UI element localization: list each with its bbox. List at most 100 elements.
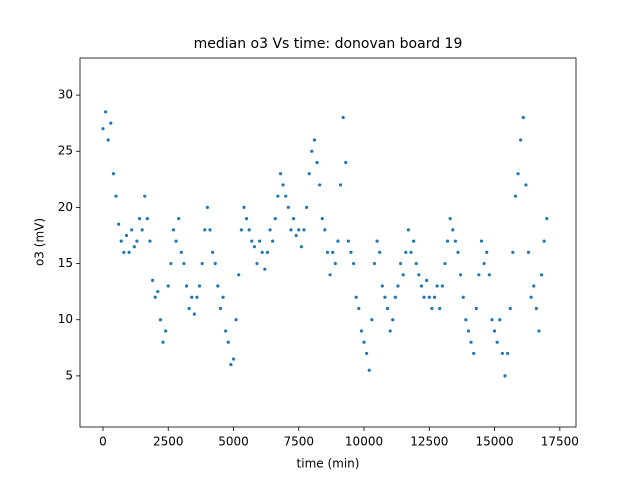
point — [101, 127, 105, 131]
point — [224, 329, 228, 333]
point — [190, 295, 194, 299]
point — [383, 295, 387, 299]
point — [260, 250, 264, 254]
point — [169, 261, 173, 266]
point — [164, 329, 168, 333]
point — [396, 284, 400, 288]
y-tick-label: 25 — [58, 144, 73, 158]
x-tick-label: 10000 — [345, 435, 383, 449]
x-tick-label: 12500 — [410, 435, 448, 449]
point — [114, 194, 118, 198]
point — [156, 290, 160, 294]
point — [127, 250, 131, 254]
point — [529, 295, 533, 299]
point — [109, 121, 113, 125]
point — [297, 228, 301, 232]
x-tick-label: 17500 — [541, 435, 579, 449]
point — [171, 228, 176, 232]
point — [130, 228, 134, 232]
point — [328, 273, 332, 277]
point — [312, 138, 317, 142]
point — [435, 284, 439, 288]
point — [119, 239, 123, 243]
point — [472, 351, 476, 356]
point — [331, 250, 335, 254]
point — [122, 250, 126, 254]
y-tick-label: 20 — [58, 200, 73, 214]
chart-title: median o3 Vs time: donovan board 19 — [194, 36, 463, 52]
y-tick-label: 15 — [58, 256, 73, 270]
x-axis-label: time (min) — [297, 457, 360, 471]
point — [195, 295, 199, 299]
point — [513, 194, 518, 198]
point — [140, 228, 144, 232]
point — [325, 250, 330, 254]
point — [208, 228, 212, 232]
point — [182, 261, 186, 266]
point — [406, 228, 411, 232]
point — [294, 233, 298, 238]
point — [430, 306, 434, 311]
point — [179, 250, 183, 254]
point — [106, 138, 110, 142]
point — [341, 115, 345, 120]
point — [524, 183, 528, 187]
point — [372, 261, 377, 266]
point — [302, 228, 306, 232]
point — [211, 250, 215, 254]
point — [432, 295, 437, 299]
point — [469, 340, 473, 344]
point — [477, 273, 481, 277]
point — [482, 261, 486, 266]
point — [276, 194, 280, 198]
point — [145, 217, 149, 221]
point — [226, 340, 230, 344]
point — [273, 217, 277, 221]
point — [218, 306, 223, 311]
x-tick-label: 15000 — [475, 435, 513, 449]
point — [391, 318, 395, 322]
point — [197, 284, 202, 288]
point — [258, 239, 262, 243]
point — [351, 261, 356, 266]
point — [506, 351, 510, 356]
point — [124, 233, 129, 238]
point — [205, 205, 209, 209]
point — [344, 160, 348, 165]
point — [427, 295, 431, 299]
point — [380, 284, 384, 288]
point — [398, 261, 403, 266]
point — [304, 205, 309, 209]
x-tick-label: 2500 — [153, 435, 184, 449]
point — [401, 273, 405, 277]
point — [187, 306, 191, 311]
point — [150, 278, 155, 283]
point — [338, 183, 343, 187]
x-tick-label: 5000 — [218, 435, 249, 449]
point — [336, 239, 340, 243]
point — [200, 261, 204, 266]
point — [278, 172, 283, 176]
point — [203, 228, 207, 232]
point — [537, 329, 541, 333]
point — [367, 368, 371, 372]
point — [521, 115, 525, 120]
point — [419, 284, 424, 288]
point — [375, 239, 379, 243]
point — [459, 273, 463, 277]
point — [158, 318, 163, 322]
point — [393, 295, 397, 299]
point — [117, 222, 121, 226]
point — [271, 239, 275, 243]
point — [519, 138, 523, 142]
point — [234, 318, 238, 322]
point — [425, 278, 429, 283]
point — [378, 250, 382, 254]
point — [448, 217, 452, 221]
point — [161, 340, 165, 344]
point — [346, 239, 350, 243]
point — [323, 228, 327, 232]
point — [184, 284, 189, 288]
